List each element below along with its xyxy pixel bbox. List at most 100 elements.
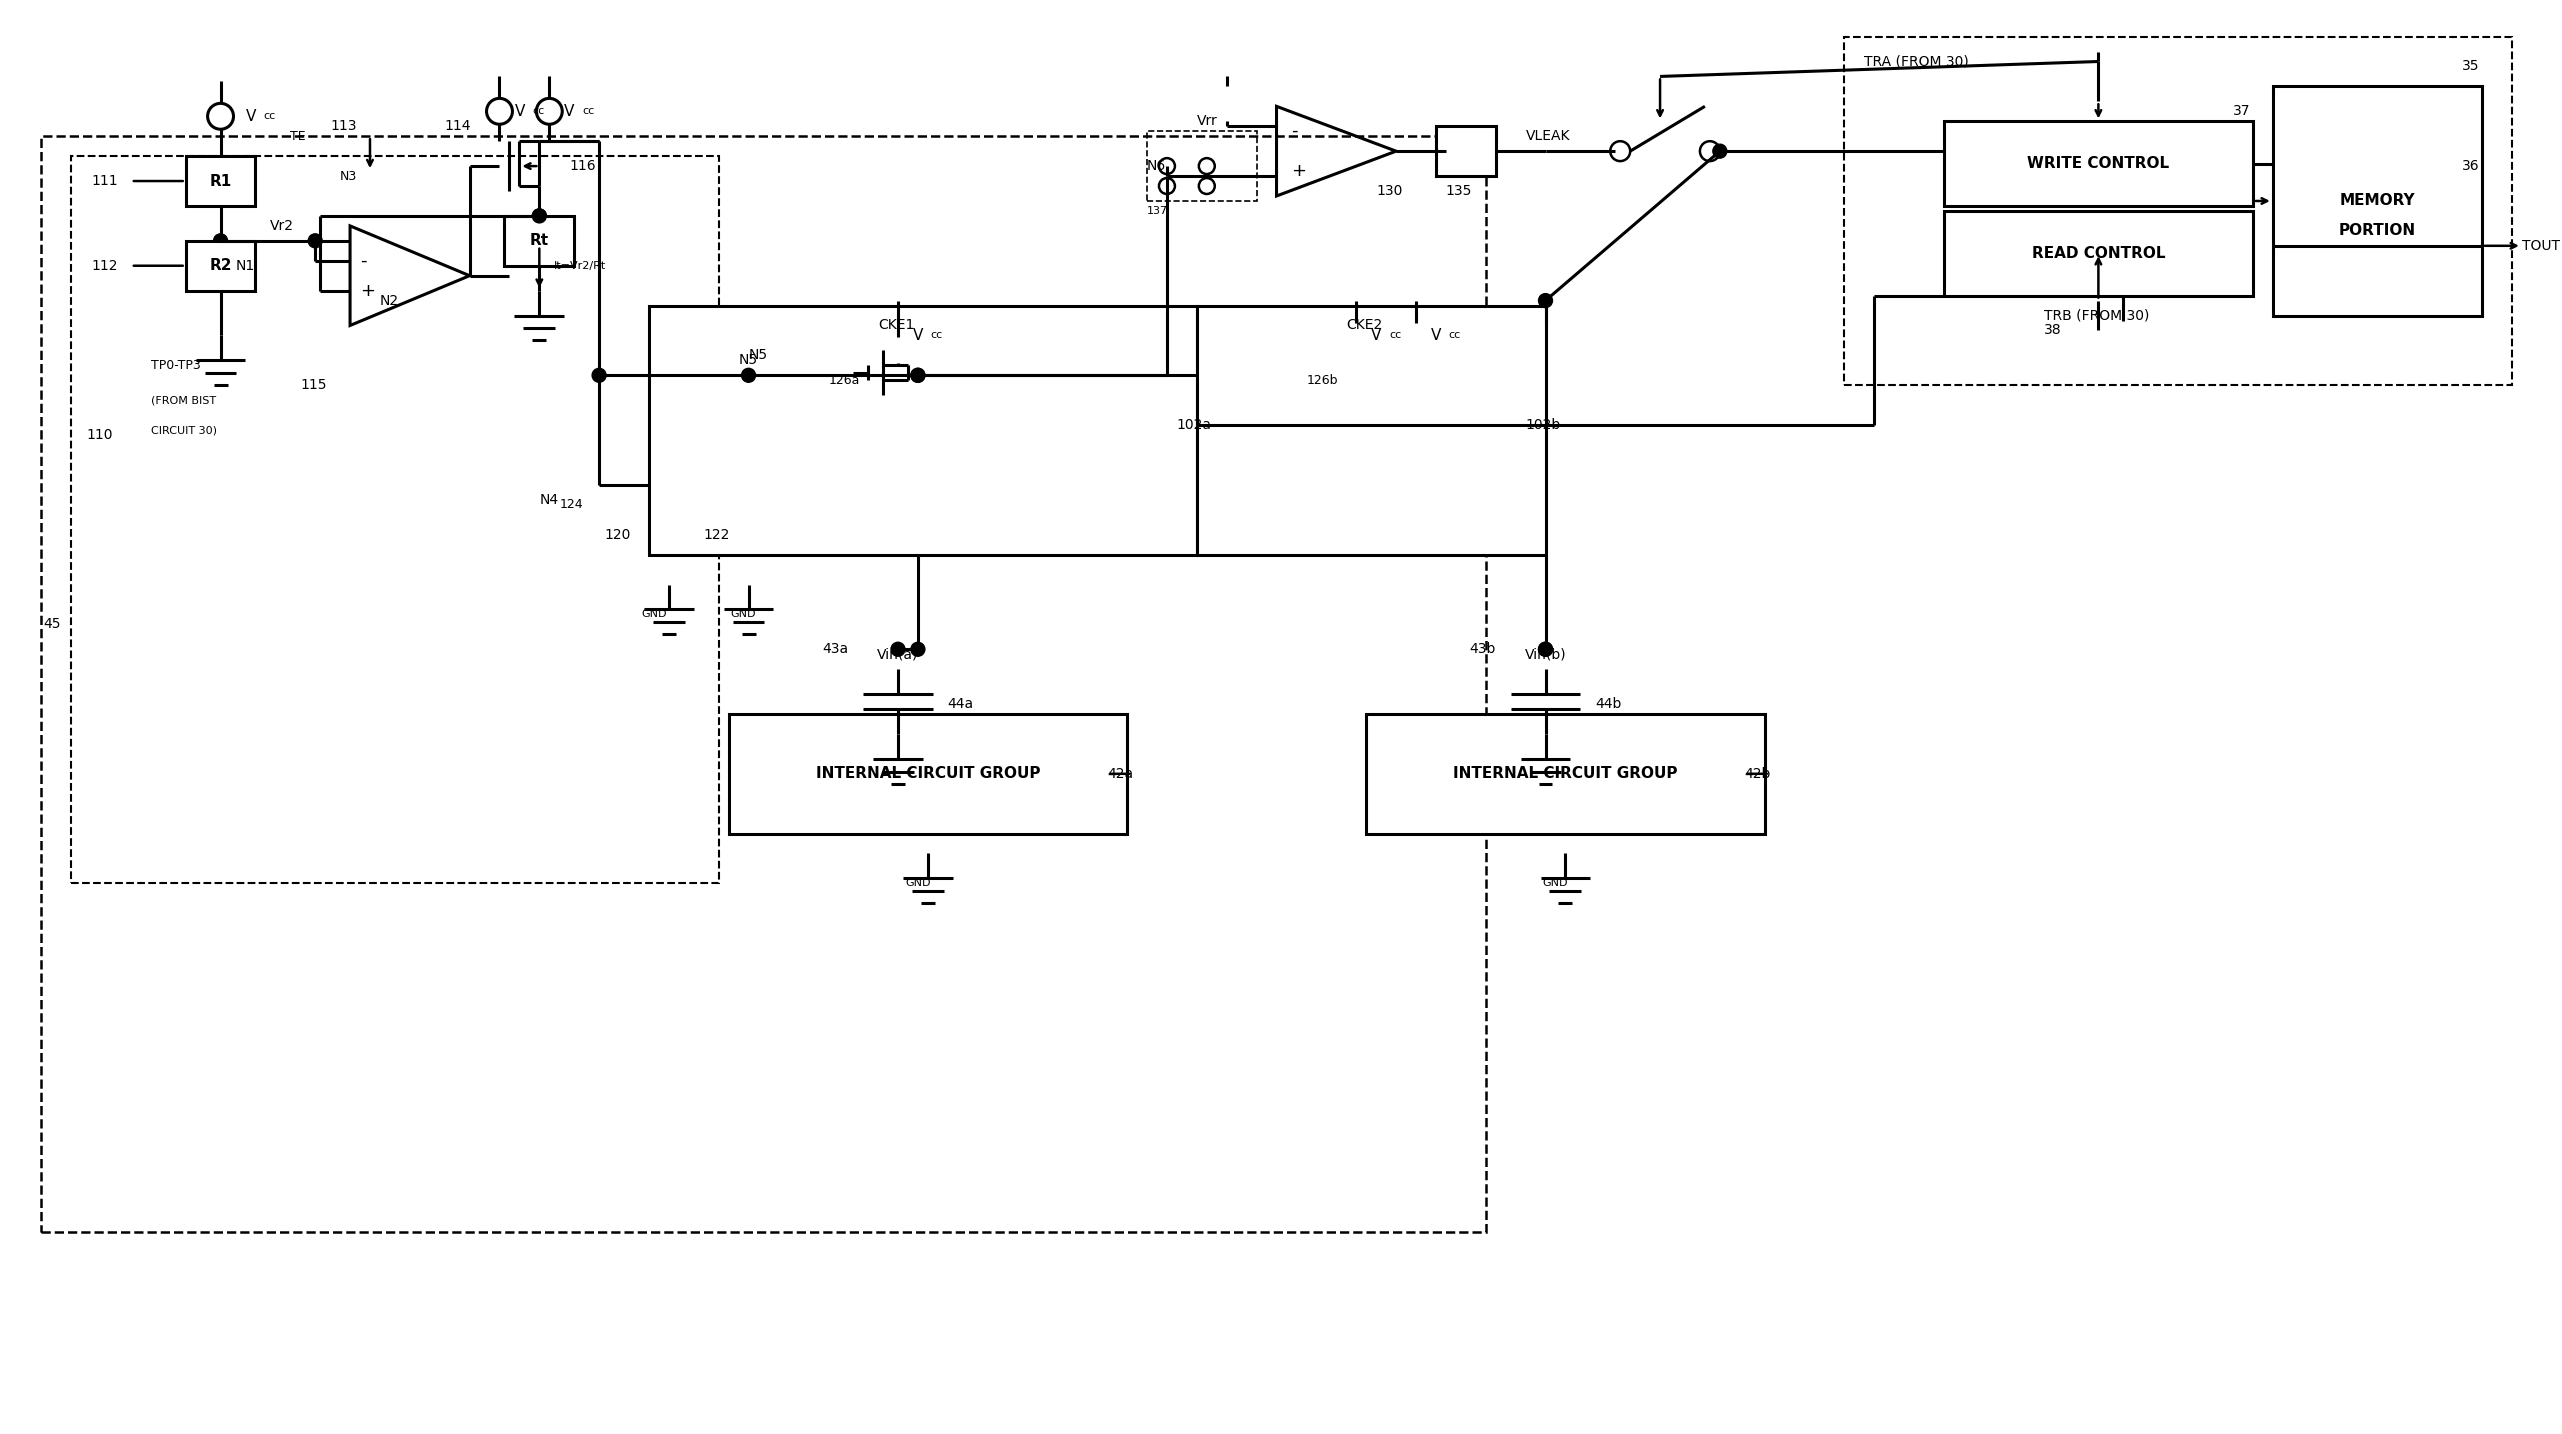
Text: 43b: 43b	[1471, 642, 1496, 657]
Text: TP0-TP3: TP0-TP3	[151, 358, 200, 371]
Text: Rt: Rt	[530, 234, 548, 248]
Text: WRITE CONTROL: WRITE CONTROL	[2027, 156, 2170, 171]
Text: 116: 116	[569, 159, 597, 174]
Text: -: -	[1291, 122, 1299, 141]
Text: TRA (FROM 30): TRA (FROM 30)	[1865, 54, 1970, 69]
Circle shape	[213, 234, 228, 248]
Bar	[184, 241, 256, 291]
Text: cc: cc	[582, 106, 594, 116]
Bar	[1435, 126, 1496, 176]
Text: 38: 38	[2044, 324, 2062, 337]
Text: 115: 115	[300, 379, 328, 393]
Text: N5: N5	[738, 353, 758, 367]
Text: 110: 110	[87, 429, 113, 442]
Text: 135: 135	[1445, 184, 1473, 198]
Text: 120: 120	[605, 528, 630, 542]
Text: 102b: 102b	[1524, 419, 1560, 432]
Text: 102a: 102a	[1176, 419, 1212, 432]
Text: +: +	[361, 281, 374, 300]
Text: Vrr: Vrr	[1196, 115, 1217, 128]
Text: INTERNAL CIRCUIT GROUP: INTERNAL CIRCUIT GROUP	[815, 766, 1040, 782]
Text: cc: cc	[1450, 330, 1460, 340]
Circle shape	[1714, 145, 1727, 158]
Text: V: V	[912, 328, 922, 343]
Text: 130: 130	[1376, 184, 1401, 198]
Text: +: +	[1291, 162, 1307, 181]
Text: CIRCUIT 30): CIRCUIT 30)	[151, 424, 218, 435]
Text: V: V	[515, 103, 525, 119]
Text: 126a: 126a	[828, 374, 861, 387]
Text: It=Vr2/Rt: It=Vr2/Rt	[553, 261, 607, 271]
Text: GND: GND	[730, 609, 756, 619]
Circle shape	[1540, 294, 1553, 307]
Text: cc: cc	[930, 330, 943, 340]
Text: cc: cc	[1389, 330, 1401, 340]
Bar	[72, 156, 720, 883]
Bar	[1845, 37, 2511, 386]
Text: TRB (FROM 30): TRB (FROM 30)	[2044, 308, 2150, 323]
Bar	[1196, 305, 1545, 555]
Text: TE: TE	[290, 129, 305, 143]
Text: Vin(b): Vin(b)	[1524, 647, 1565, 661]
Text: GND: GND	[1542, 879, 1568, 889]
Text: -: -	[361, 252, 366, 270]
Circle shape	[592, 369, 607, 383]
Bar	[41, 136, 1486, 1232]
Text: 124: 124	[559, 498, 584, 512]
Text: CKE1: CKE1	[879, 318, 915, 333]
Circle shape	[533, 209, 546, 222]
Text: Vr2: Vr2	[272, 219, 295, 232]
Text: N3: N3	[341, 169, 356, 182]
Text: 45: 45	[44, 618, 61, 631]
Text: 35: 35	[2462, 59, 2480, 73]
Text: 42a: 42a	[1107, 767, 1132, 780]
Text: 122: 122	[705, 528, 730, 542]
Text: 112: 112	[92, 258, 118, 272]
Text: 44b: 44b	[1596, 697, 1622, 711]
Text: CKE2: CKE2	[1345, 318, 1383, 333]
Text: 36: 36	[2462, 159, 2480, 174]
Text: N1: N1	[236, 258, 254, 272]
Text: 43a: 43a	[822, 642, 848, 657]
Text: N2: N2	[379, 294, 400, 307]
Text: GND: GND	[904, 879, 930, 889]
Bar	[1945, 211, 2252, 295]
Text: V: V	[1371, 328, 1381, 343]
Text: cc: cc	[264, 112, 277, 122]
Text: cc: cc	[533, 106, 546, 116]
Bar	[2272, 86, 2483, 315]
Text: (FROM BIST: (FROM BIST	[151, 396, 215, 406]
Text: N5: N5	[748, 348, 769, 363]
Text: PORTION: PORTION	[2339, 224, 2416, 238]
Text: V: V	[246, 109, 256, 123]
Text: VLEAK: VLEAK	[1524, 129, 1571, 143]
Text: Vin(a): Vin(a)	[876, 647, 920, 661]
Text: 114: 114	[446, 119, 471, 133]
Bar	[728, 714, 1127, 833]
Circle shape	[1540, 642, 1553, 657]
Text: N6: N6	[1148, 159, 1166, 174]
Text: 111: 111	[92, 174, 118, 188]
Text: 113: 113	[330, 119, 356, 133]
Bar	[505, 217, 574, 265]
Text: READ CONTROL: READ CONTROL	[2032, 245, 2165, 261]
Text: TOUT: TOUT	[2521, 239, 2559, 252]
Bar	[1945, 122, 2252, 206]
Text: N4: N4	[541, 493, 559, 506]
Circle shape	[307, 234, 323, 248]
Circle shape	[1540, 642, 1553, 657]
Circle shape	[533, 209, 546, 222]
Text: MEMORY: MEMORY	[2339, 194, 2416, 208]
Circle shape	[912, 642, 925, 657]
Circle shape	[912, 369, 925, 383]
Text: 44a: 44a	[948, 697, 974, 711]
Text: R2: R2	[210, 258, 231, 274]
Circle shape	[912, 369, 925, 383]
Bar	[184, 156, 256, 206]
Bar	[1366, 714, 1765, 833]
Bar	[648, 305, 1196, 555]
Circle shape	[892, 642, 904, 657]
Text: 42b: 42b	[1745, 767, 1770, 780]
Text: V: V	[564, 103, 574, 119]
Text: INTERNAL CIRCUIT GROUP: INTERNAL CIRCUIT GROUP	[1453, 766, 1678, 782]
